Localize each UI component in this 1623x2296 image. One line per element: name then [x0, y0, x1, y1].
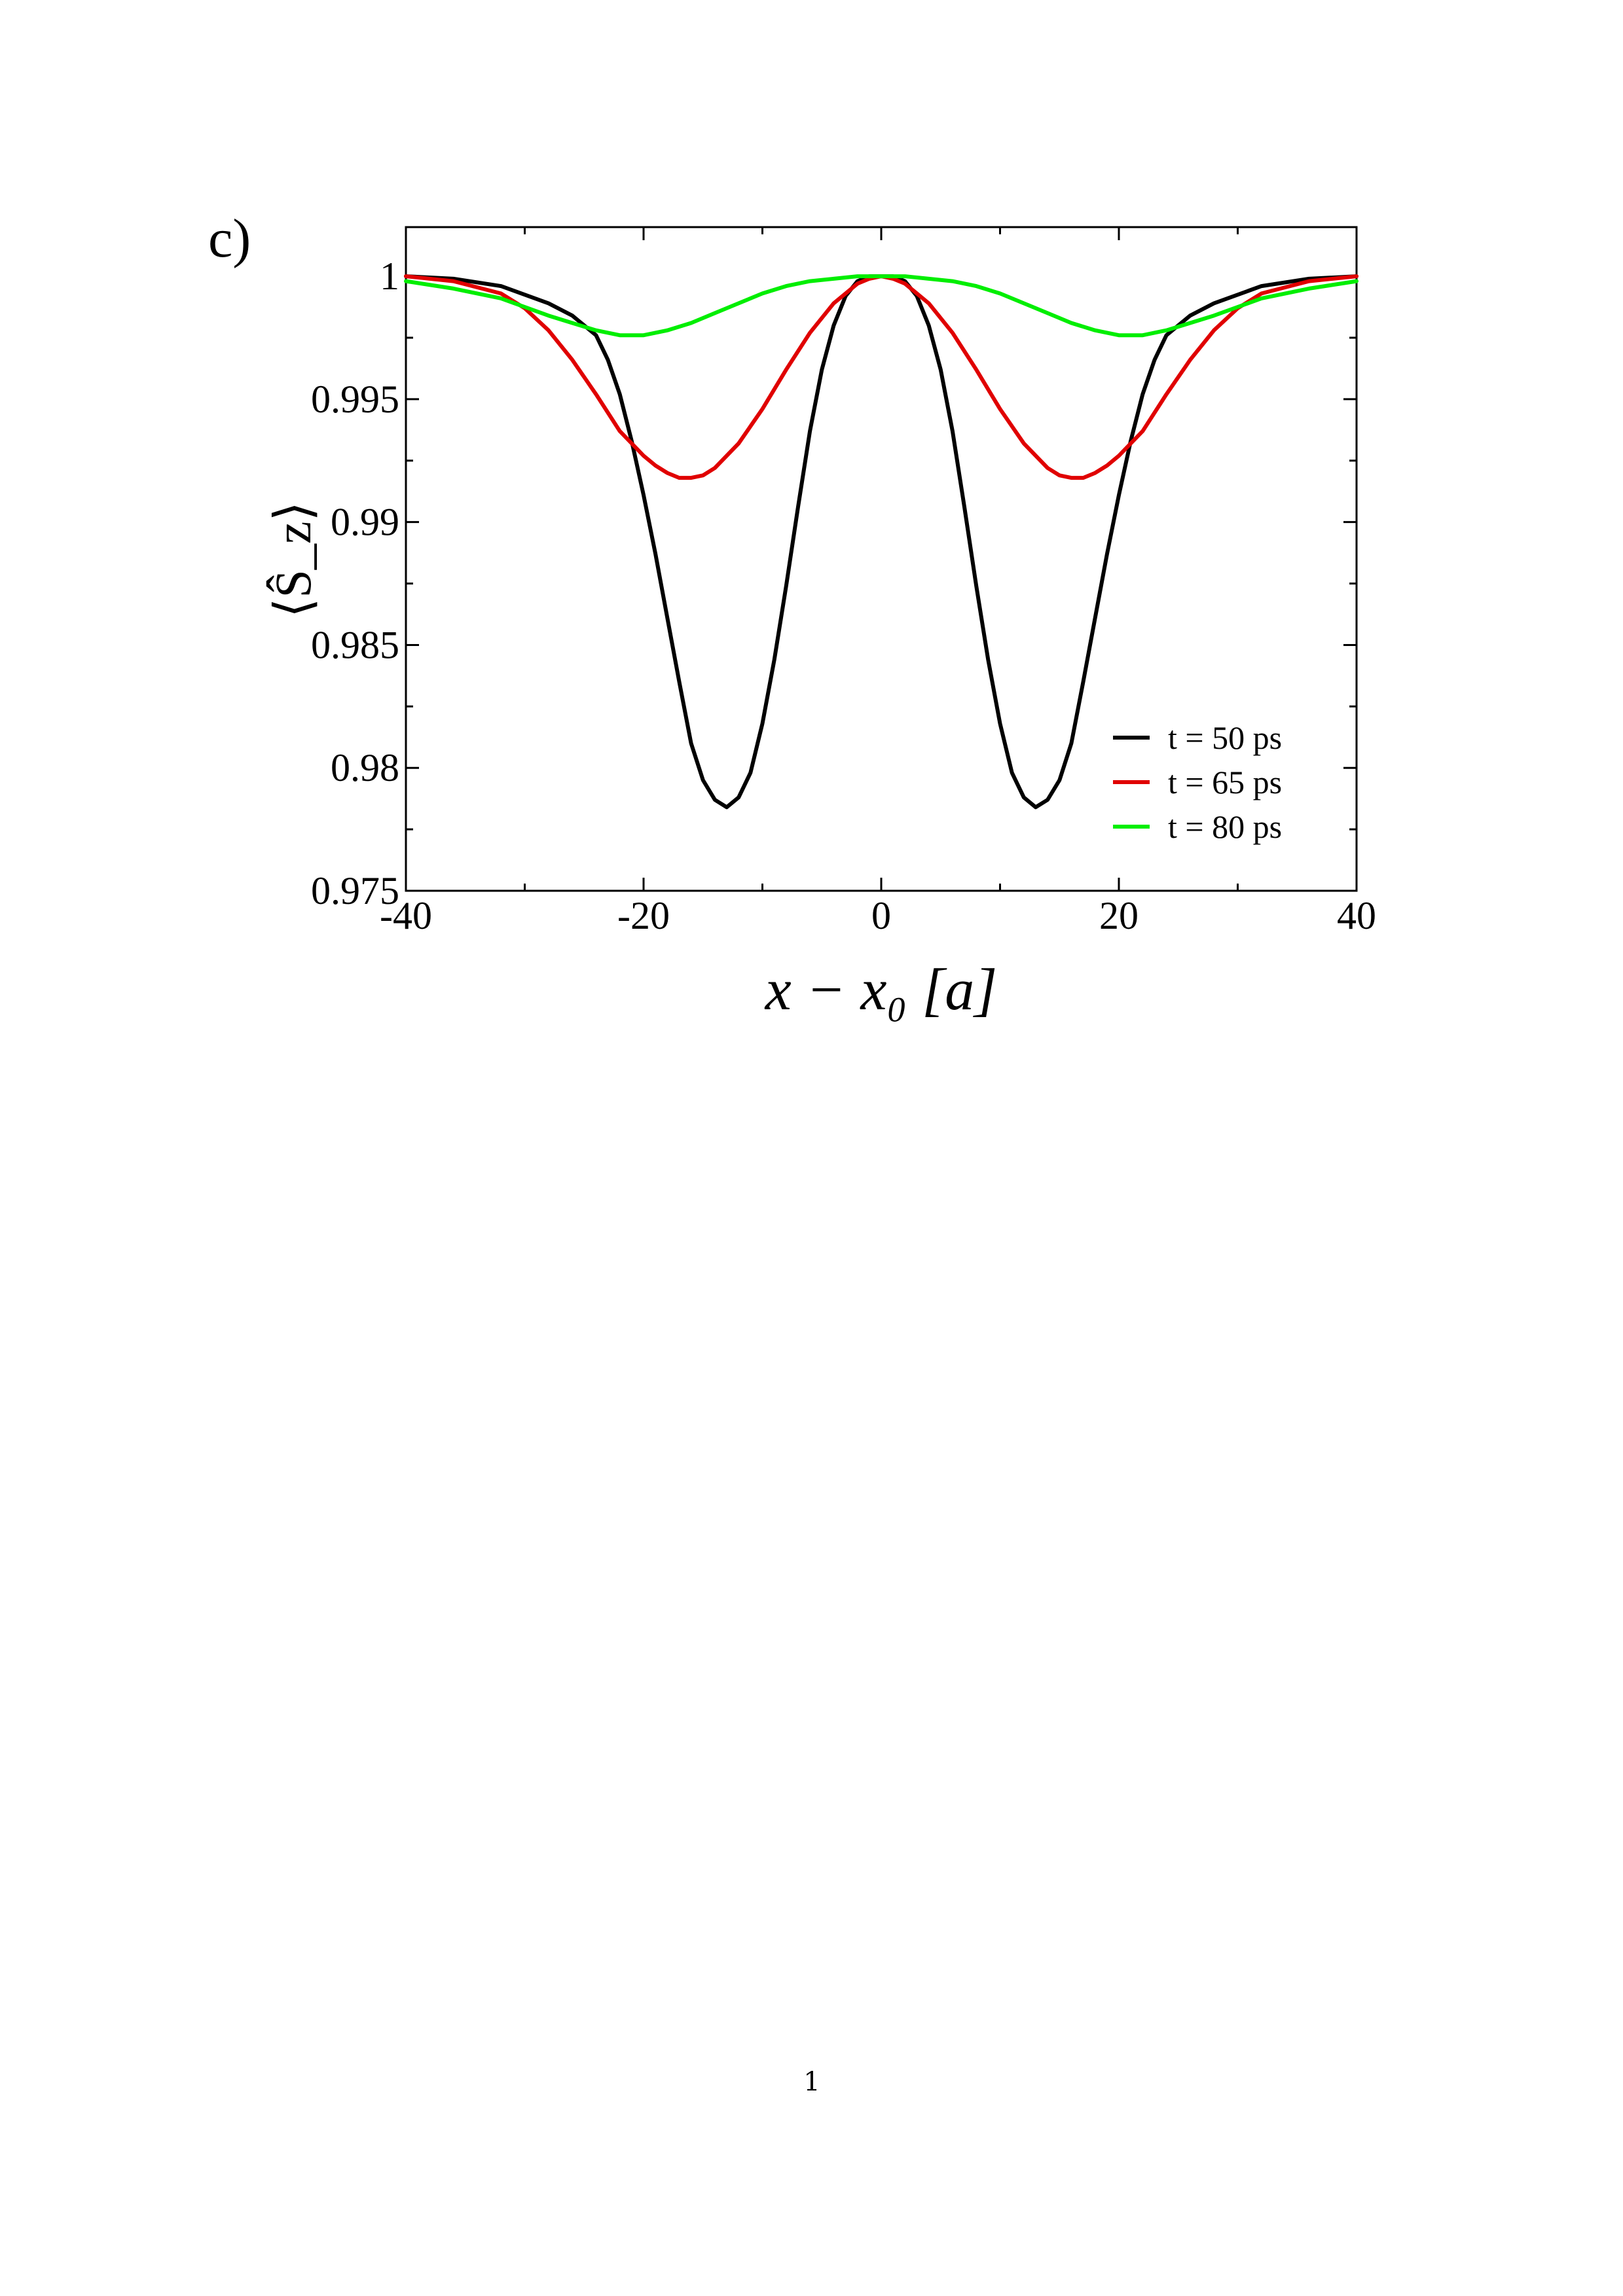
page-number: 1 — [803, 2067, 820, 2097]
x-tick-label: 20 — [1099, 894, 1139, 937]
plot-area: -40 -20 0 20 40 0.975 0.98 0.985 0.99 0.995 1 t =… — [311, 226, 1376, 937]
y-tick-label: 0.975 — [311, 869, 399, 912]
y-axis-title: ⟨Ŝ_z⟩ — [264, 501, 321, 618]
legend-label: t = 80 ps — [1168, 808, 1282, 845]
y-tick-label: 0.995 — [311, 378, 399, 421]
legend-label: t = 65 ps — [1168, 764, 1282, 800]
y-tick-label: 0.98 — [331, 746, 399, 789]
x-tick-label: 40 — [1337, 894, 1376, 937]
series-line-2 — [404, 274, 1359, 480]
legend: t = 50 ps t = 65 ps t = 80 ps — [1113, 719, 1282, 845]
x-axis-ticks: -40 -20 0 20 40 — [380, 227, 1376, 937]
x-tick-label: -20 — [617, 894, 670, 937]
legend-label: t = 50 ps — [1168, 719, 1282, 756]
y-tick-label: 1 — [380, 255, 399, 298]
y-axis-ticks: 0.975 0.98 0.985 0.99 0.995 1 — [311, 255, 1357, 912]
y-tick-label: 0.985 — [311, 623, 399, 666]
x-axis-title: x − x₀ [a] — [764, 958, 997, 1022]
panel-label: c) — [208, 208, 251, 269]
x-tick-label: 0 — [871, 894, 891, 937]
series-line-3 — [404, 274, 1359, 338]
series-layer — [404, 274, 1359, 810]
y-tick-label: 0.99 — [331, 501, 399, 544]
x-tick-label: -40 — [380, 894, 432, 937]
